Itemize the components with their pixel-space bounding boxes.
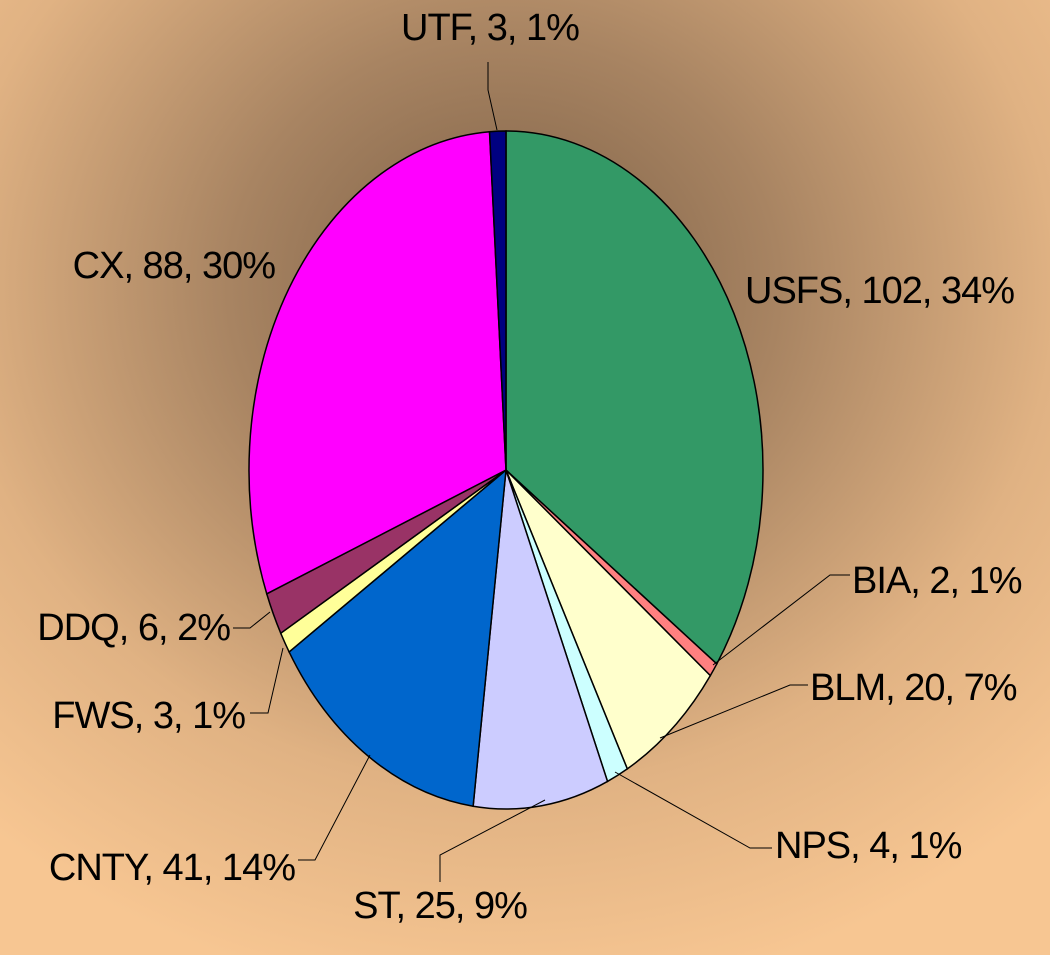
leader-line	[659, 684, 808, 739]
data-label: ST, 25, 9%	[353, 885, 527, 927]
pie-slice	[505, 130, 764, 666]
pie-slice	[472, 469, 609, 810]
pie-slice	[248, 130, 507, 595]
data-label: CNTY, 41, 14%	[49, 847, 295, 889]
data-label: CX, 88, 30%	[73, 245, 276, 287]
leader-line	[233, 611, 271, 629]
pie-slice	[505, 469, 712, 771]
data-label: UTF, 3, 1%	[401, 7, 579, 49]
data-label: DDQ, 6, 2%	[37, 607, 230, 649]
data-label: FWS, 3, 1%	[52, 695, 245, 737]
data-label: BIA, 2, 1%	[852, 560, 1022, 602]
leader-line	[439, 799, 546, 882]
pie-slice	[488, 130, 507, 471]
leader-line	[712, 574, 850, 666]
leader-line	[298, 754, 371, 861]
leader-line	[487, 62, 498, 131]
data-label: BLM, 20, 7%	[810, 667, 1017, 709]
data-label: NPS, 4, 1%	[775, 825, 962, 867]
leader-line	[250, 647, 284, 714]
pie-slice	[288, 468, 507, 808]
leader-line	[614, 771, 772, 849]
data-label: USFS, 102, 34%	[745, 270, 1014, 312]
